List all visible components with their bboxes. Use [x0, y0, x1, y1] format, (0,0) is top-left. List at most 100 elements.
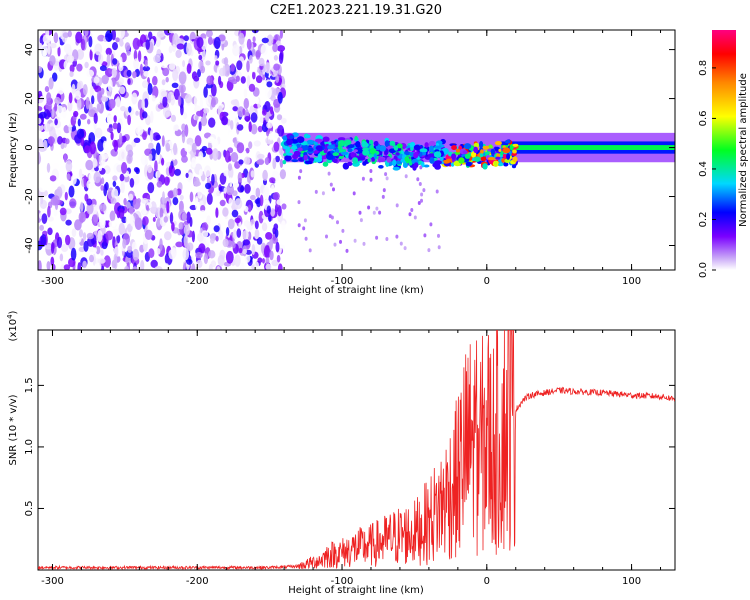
- heatmap-cell: [200, 116, 208, 127]
- heatmap-cell: [249, 54, 253, 64]
- heatmap-cell: [143, 71, 149, 77]
- heatmap-cell: [344, 139, 352, 146]
- heatmap-cell: [142, 65, 151, 72]
- heatmap-cell: [62, 106, 67, 119]
- heatmap-cell: [198, 121, 202, 132]
- heatmap-cell: [246, 60, 250, 73]
- heatmap-cell: [186, 242, 194, 251]
- heatmap-cell: [112, 180, 117, 187]
- heatmap-cell: [275, 241, 280, 253]
- heatmap-cell: [228, 197, 233, 207]
- heatmap-cell: [269, 238, 273, 251]
- heatmap-cell: [156, 181, 163, 188]
- heatmap-cell: [291, 145, 298, 151]
- heatmap-cell: [375, 206, 379, 211]
- heatmap-cell: [97, 230, 103, 242]
- heatmap-cell: [384, 172, 388, 177]
- heatmap-cell: [322, 136, 330, 142]
- heatmap-cell: [165, 111, 172, 117]
- heatmap-cell: [131, 241, 137, 252]
- heatmap-cell: [261, 222, 268, 232]
- heatmap-cell: [38, 260, 42, 270]
- heatmap-cell: [242, 108, 246, 116]
- heatmap-cell: [47, 136, 55, 145]
- heatmap-cells: [38, 30, 675, 270]
- heatmap-cell: [208, 117, 216, 128]
- heatmap-cell: [172, 197, 179, 206]
- heatmap-cell: [115, 196, 120, 204]
- heatmap-cell: [83, 175, 87, 188]
- heatmap-cell: [326, 153, 334, 161]
- heatmap-cell: [276, 254, 281, 263]
- heatmap-cell: [54, 96, 61, 105]
- heatmap-cell: [272, 192, 280, 201]
- heatmap-cell: [152, 85, 159, 99]
- heatmap-cell: [279, 158, 284, 168]
- heatmap-cell: [230, 120, 234, 130]
- heatmap-cell: [82, 232, 87, 241]
- heatmap-cell: [240, 76, 246, 84]
- heatmap-cell: [50, 241, 55, 254]
- heatmap-cell: [230, 63, 235, 72]
- x-tick-label: 0: [484, 576, 490, 587]
- heatmap-cell: [40, 234, 47, 247]
- heatmap-cell: [91, 95, 95, 105]
- heatmap-cell: [127, 114, 131, 126]
- heatmap-cell: [174, 168, 182, 176]
- heatmap-cell: [182, 60, 186, 68]
- heatmap-cell: [208, 263, 213, 270]
- heatmap-cell: [408, 212, 412, 217]
- heatmap-cell: [60, 142, 65, 150]
- heatmap-cell: [181, 130, 186, 144]
- colorbar-label: Normalized spectral amplitude: [738, 73, 749, 227]
- heatmap-cell: [150, 110, 154, 124]
- heatmap-cell: [113, 139, 119, 152]
- heatmap-cell: [362, 241, 366, 246]
- heatmap-cell: [314, 157, 323, 163]
- heatmap-cell: [47, 205, 51, 218]
- heatmap-cell: [165, 142, 171, 152]
- heatmap-cell: [504, 158, 511, 163]
- heatmap-cell: [250, 123, 258, 135]
- heatmap-cell: [278, 52, 284, 64]
- heatmap-cell: [291, 159, 299, 163]
- heatmap-cell: [107, 78, 113, 92]
- heatmap-cell: [112, 175, 118, 181]
- heatmap-cell: [101, 61, 108, 67]
- heatmap-cell: [64, 138, 70, 145]
- heatmap-cell: [105, 230, 114, 241]
- heatmap-cell: [132, 37, 140, 50]
- heatmap-cell: [147, 83, 153, 95]
- heatmap-cell: [123, 198, 127, 206]
- heatmap-cell: [243, 220, 250, 227]
- y-tick-label: -40: [24, 237, 35, 253]
- heatmap-cell: [250, 112, 258, 123]
- heatmap-cell: [172, 68, 179, 81]
- heatmap-cell: [265, 257, 270, 265]
- heatmap-cell: [88, 132, 96, 145]
- heatmap-cell: [258, 57, 265, 67]
- heatmap-cell: [171, 44, 177, 52]
- heatmap-cell: [216, 66, 221, 78]
- heatmap-cell: [262, 169, 268, 181]
- heatmap-cell: [167, 92, 172, 104]
- heatmap-cell: [251, 63, 258, 73]
- heatmap-cell: [255, 187, 261, 198]
- heatmap-cell: [96, 103, 101, 113]
- heatmap-cell: [488, 144, 493, 150]
- heatmap-cell: [97, 258, 106, 264]
- heatmap-cell: [156, 217, 161, 227]
- heatmap-cell: [201, 222, 209, 232]
- heatmap-cell: [325, 234, 328, 239]
- heatmap-cell: [434, 160, 442, 165]
- heatmap-cell: [421, 161, 425, 168]
- heatmap-cell: [98, 53, 104, 65]
- heatmap-cell: [102, 140, 108, 150]
- heatmap-cell: [156, 30, 165, 38]
- heatmap-cell: [184, 93, 192, 104]
- heatmap-cell: [275, 75, 280, 83]
- heatmap-cell: [94, 127, 103, 139]
- heatmap-cell: [154, 65, 158, 74]
- heatmap-cell: [246, 38, 252, 50]
- heatmap-cell: [103, 255, 111, 268]
